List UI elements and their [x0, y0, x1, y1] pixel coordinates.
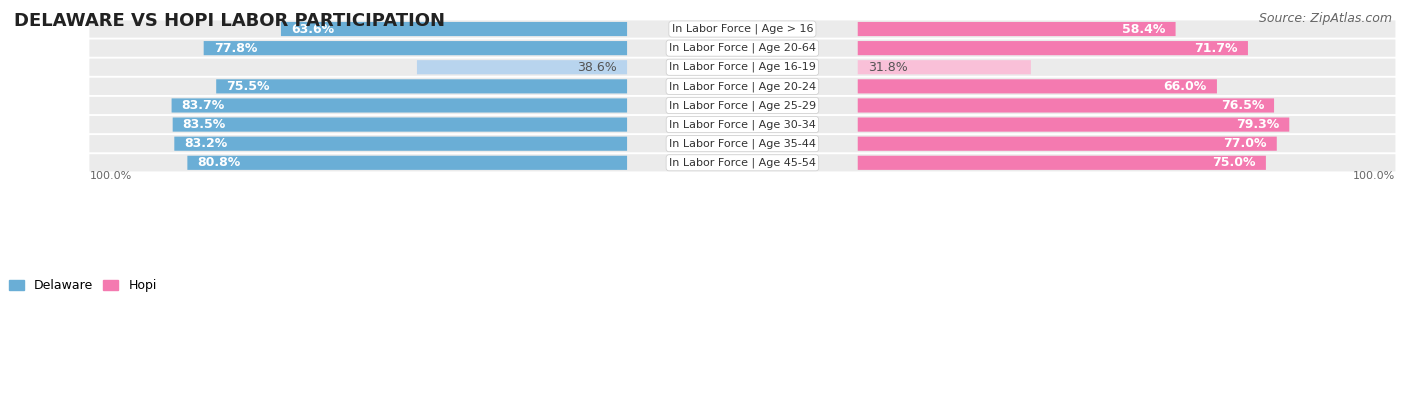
Legend: Delaware, Hopi: Delaware, Hopi — [4, 274, 162, 297]
FancyBboxPatch shape — [281, 22, 627, 36]
Text: In Labor Force | Age 35-44: In Labor Force | Age 35-44 — [669, 138, 815, 149]
Text: 75.0%: 75.0% — [1212, 156, 1256, 169]
FancyBboxPatch shape — [90, 58, 1395, 76]
Text: 83.2%: 83.2% — [184, 137, 228, 150]
FancyBboxPatch shape — [858, 156, 1265, 170]
FancyBboxPatch shape — [418, 60, 627, 74]
FancyBboxPatch shape — [858, 117, 1289, 132]
FancyBboxPatch shape — [174, 137, 627, 151]
FancyBboxPatch shape — [187, 156, 627, 170]
FancyBboxPatch shape — [858, 22, 1175, 36]
FancyBboxPatch shape — [858, 98, 1274, 113]
FancyBboxPatch shape — [858, 137, 1277, 151]
Text: In Labor Force | Age > 16: In Labor Force | Age > 16 — [672, 24, 813, 34]
FancyBboxPatch shape — [172, 98, 627, 113]
Text: DELAWARE VS HOPI LABOR PARTICIPATION: DELAWARE VS HOPI LABOR PARTICIPATION — [14, 12, 446, 30]
Text: In Labor Force | Age 16-19: In Labor Force | Age 16-19 — [669, 62, 815, 73]
Text: 100.0%: 100.0% — [1353, 171, 1395, 181]
FancyBboxPatch shape — [90, 135, 1395, 152]
Text: 80.8%: 80.8% — [197, 156, 240, 169]
FancyBboxPatch shape — [858, 79, 1218, 94]
Text: 63.6%: 63.6% — [291, 23, 335, 36]
Text: In Labor Force | Age 20-24: In Labor Force | Age 20-24 — [669, 81, 815, 92]
Text: In Labor Force | Age 30-34: In Labor Force | Age 30-34 — [669, 119, 815, 130]
FancyBboxPatch shape — [217, 79, 627, 94]
Text: 66.0%: 66.0% — [1164, 80, 1206, 93]
Text: 71.7%: 71.7% — [1195, 41, 1237, 55]
Text: Source: ZipAtlas.com: Source: ZipAtlas.com — [1258, 12, 1392, 25]
Text: 38.6%: 38.6% — [578, 61, 617, 74]
Text: 77.8%: 77.8% — [214, 41, 257, 55]
FancyBboxPatch shape — [90, 154, 1395, 171]
Text: In Labor Force | Age 20-64: In Labor Force | Age 20-64 — [669, 43, 815, 53]
FancyBboxPatch shape — [90, 78, 1395, 95]
Text: 100.0%: 100.0% — [90, 171, 132, 181]
Text: 77.0%: 77.0% — [1223, 137, 1267, 150]
FancyBboxPatch shape — [90, 21, 1395, 38]
Text: In Labor Force | Age 25-29: In Labor Force | Age 25-29 — [669, 100, 815, 111]
FancyBboxPatch shape — [858, 41, 1249, 55]
Text: 83.5%: 83.5% — [183, 118, 226, 131]
FancyBboxPatch shape — [173, 117, 627, 132]
Text: 83.7%: 83.7% — [181, 99, 225, 112]
Text: 79.3%: 79.3% — [1236, 118, 1279, 131]
Text: In Labor Force | Age 45-54: In Labor Force | Age 45-54 — [669, 158, 815, 168]
Text: 76.5%: 76.5% — [1220, 99, 1264, 112]
Text: 75.5%: 75.5% — [226, 80, 270, 93]
FancyBboxPatch shape — [90, 97, 1395, 114]
FancyBboxPatch shape — [90, 40, 1395, 57]
FancyBboxPatch shape — [90, 116, 1395, 133]
FancyBboxPatch shape — [858, 60, 1031, 74]
Text: 58.4%: 58.4% — [1122, 23, 1166, 36]
FancyBboxPatch shape — [204, 41, 627, 55]
Text: 31.8%: 31.8% — [868, 61, 907, 74]
